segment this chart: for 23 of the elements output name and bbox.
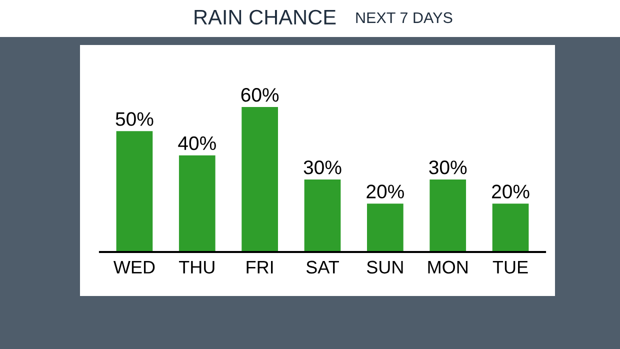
chart-title: RAIN CHANCE — [194, 10, 336, 25]
x-tick-label: THU — [179, 260, 214, 274]
data-label: 30% — [304, 160, 342, 174]
bar — [178, 155, 216, 252]
data-label: 20% — [492, 184, 530, 198]
x-tick-label: SAT — [306, 260, 339, 274]
bar — [492, 204, 529, 252]
data-label: 40% — [178, 136, 216, 150]
x-tick-label: SUN — [366, 260, 403, 274]
x-tick-label: WED — [113, 260, 155, 274]
bar — [116, 131, 153, 252]
x-tick-label: FRI — [246, 260, 273, 274]
bar — [430, 180, 466, 252]
x-tick-label: TUE — [492, 260, 528, 274]
bar — [367, 204, 404, 252]
data-label: 50% — [116, 112, 154, 126]
chart-subtitle: NEXT 7 DAYS — [356, 12, 452, 24]
bar — [242, 107, 278, 252]
x-tick-label: MON — [428, 260, 468, 274]
bar — [304, 180, 341, 252]
data-label: 60% — [241, 88, 279, 102]
data-label: 30% — [429, 160, 467, 174]
data-label: 20% — [366, 184, 404, 198]
